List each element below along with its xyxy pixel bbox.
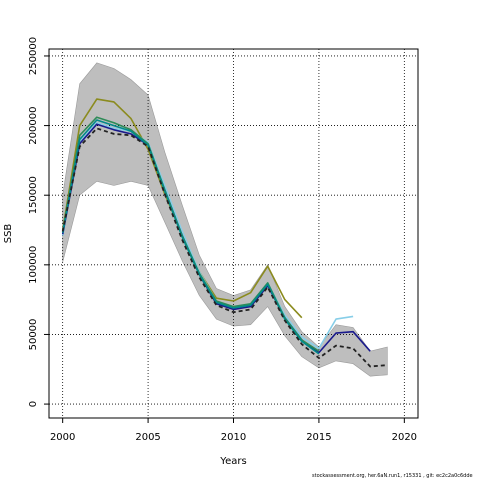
y-axis-title: SSB <box>3 224 14 244</box>
x-tick-label: 2020 <box>392 432 417 443</box>
credit-text: stockassessment.org, her.6aN.run1, r1533… <box>312 473 473 479</box>
y-tick-label: 200000 <box>28 107 39 145</box>
y-tick-label: 0 <box>28 401 39 407</box>
confidence-band <box>62 62 388 377</box>
x-tick-label: 2005 <box>135 432 160 443</box>
series-line-5 <box>61 119 320 355</box>
y-tick-label: 100000 <box>28 246 39 284</box>
y-tick-label: 50000 <box>28 319 39 351</box>
x-tick-label: 2015 <box>306 432 331 443</box>
x-axis-title: Years <box>219 456 246 467</box>
y-tick-label: 150000 <box>28 176 39 214</box>
x-tick-label: 2010 <box>221 432 246 443</box>
x-tick-label: 2000 <box>50 432 75 443</box>
y-tick-label: 250000 <box>28 37 39 75</box>
